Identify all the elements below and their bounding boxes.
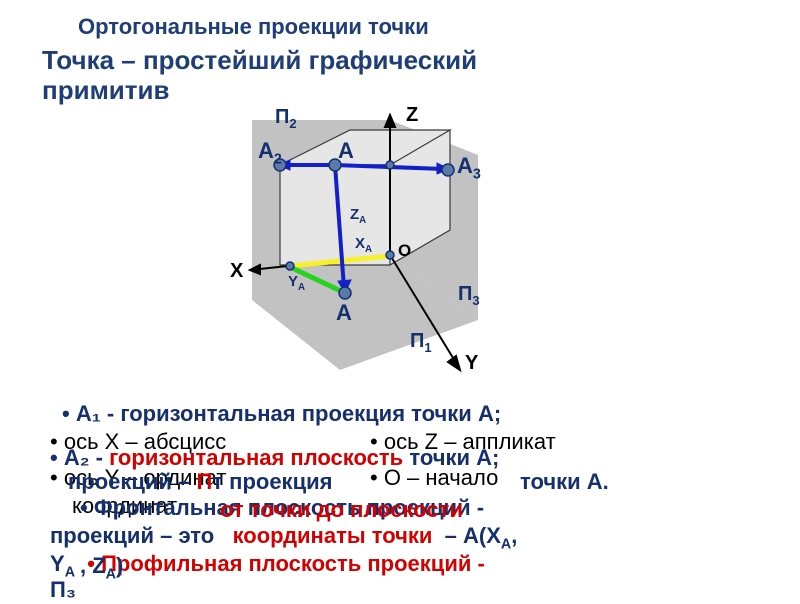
lbl-A2: A2 (258, 138, 282, 167)
lbl-Xa: XA (355, 235, 372, 255)
lbl-Ya: YA (288, 273, 305, 293)
projection-diagram: П2 П3 П1 Z X Y O A A2 A3 A ZA XA YA (220, 100, 510, 390)
slide-subtitle: Точка – простейший графический примитив (42, 46, 477, 106)
lbl-A: A (338, 138, 354, 164)
line-a1: А₁ - горизонтальная проекция точки А; (62, 400, 501, 428)
subtitle-line1: Точка – простейший графический (42, 45, 477, 75)
lbl-pi3: П3 (458, 283, 480, 308)
lbl-A1: A (336, 300, 352, 326)
line-tochki-a: точки А. (520, 468, 609, 496)
lbl-z: Z (406, 104, 418, 127)
lbl-y: Y (465, 352, 478, 375)
subtitle-line2: примитив (42, 75, 170, 105)
slide-title: Ортогональные проекции точки (78, 14, 429, 40)
lbl-pi2: П2 (275, 106, 297, 131)
lbl-pi1: П1 (410, 330, 432, 355)
line-ot-tochki: от точки до плоскости (220, 496, 463, 524)
lbl-A3: A3 (457, 153, 481, 182)
line-o-start: O – начало (370, 464, 498, 492)
lbl-o: O (398, 241, 411, 261)
lbl-x: X (230, 260, 243, 283)
line-p3: П₃ (50, 576, 76, 604)
line-za-tail: , ZA) (80, 552, 123, 584)
lbl-Za: ZA (350, 206, 366, 226)
